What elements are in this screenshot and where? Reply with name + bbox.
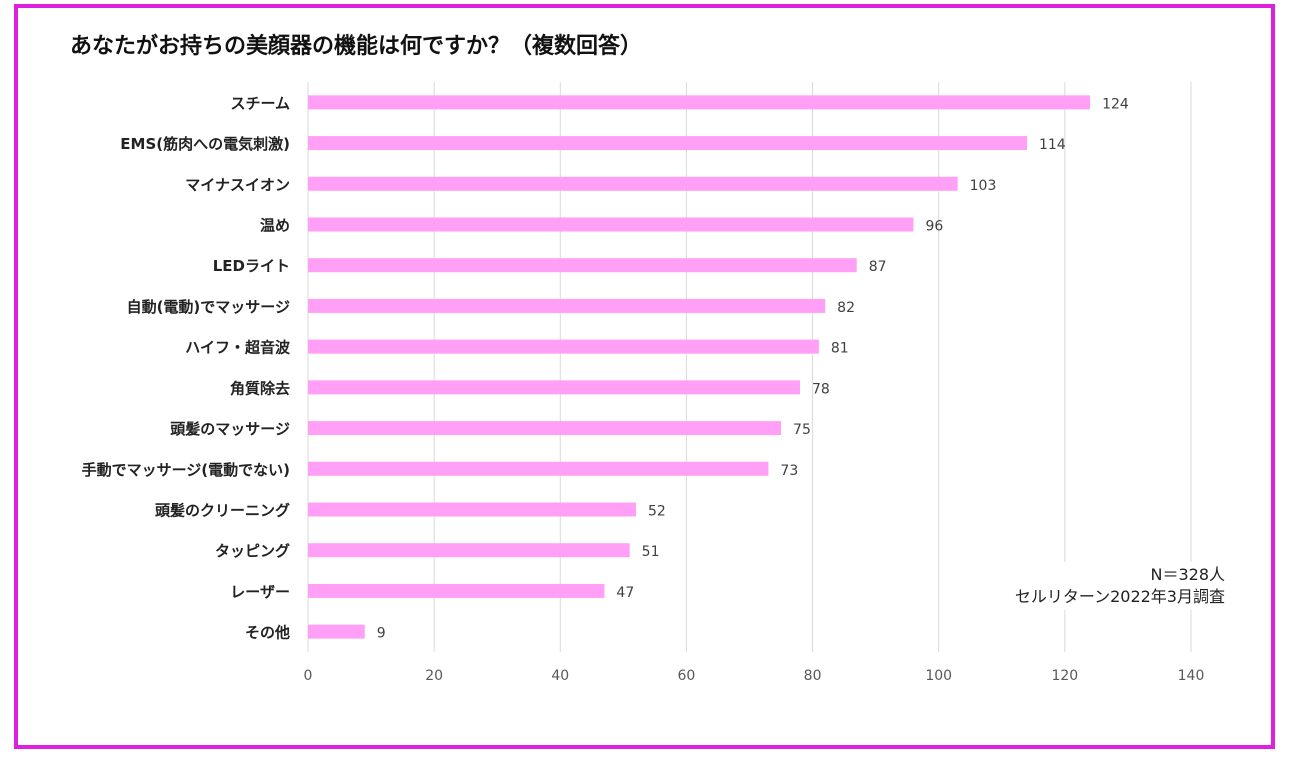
data-label: 81 [831, 341, 849, 357]
category-label: 自動(電動)でマッサージ [127, 298, 290, 316]
x-tick-label: 120 [1051, 668, 1078, 684]
data-label: 51 [642, 544, 660, 560]
bar [308, 461, 769, 476]
x-tick-label: 80 [804, 668, 822, 684]
category-label: 手動でマッサージ(電動でない) [82, 461, 290, 479]
category-label: スチーム [230, 94, 290, 112]
category-label: 頭髪のクリーニング [155, 502, 290, 520]
bar [308, 543, 630, 558]
x-tick-label: 60 [678, 668, 696, 684]
data-label: 103 [970, 178, 997, 194]
bar [308, 176, 958, 191]
x-tick-label: 0 [304, 668, 313, 684]
category-label: 頭髪のマッサージ [170, 420, 290, 438]
data-label: 75 [793, 422, 811, 438]
x-tick-label: 100 [925, 668, 952, 684]
bar [308, 624, 365, 639]
category-label: LEDライト [213, 257, 290, 275]
data-label: 124 [1102, 96, 1129, 112]
data-label: 52 [648, 504, 666, 520]
category-label: タッピング [215, 542, 290, 560]
data-label: 73 [780, 463, 798, 479]
data-label: 9 [377, 626, 386, 642]
bar [308, 217, 914, 232]
x-tick-label: 140 [1178, 668, 1205, 684]
bar [308, 339, 819, 354]
bar [308, 502, 636, 517]
data-label: 78 [812, 381, 830, 397]
chart-title: あなたがお持ちの美顔器の機能は何ですか？（複数回答） [70, 34, 643, 59]
data-label: 47 [616, 585, 634, 601]
bar [308, 583, 605, 598]
source-label: セルリターン2022年3月調査 [1014, 587, 1225, 606]
bar [308, 380, 800, 395]
category-label: EMS(筋肉への電気刺激) [120, 135, 290, 153]
x-tick-label: 40 [551, 668, 569, 684]
bar [308, 136, 1028, 151]
x-tick-label: 20 [425, 668, 443, 684]
chart-note: N＝328人 セルリターン2022年3月調査 [1010, 562, 1229, 610]
data-label: 87 [869, 259, 887, 275]
data-label: 82 [837, 300, 855, 316]
category-label: レーザー [230, 583, 290, 601]
category-label: 角質除去 [230, 379, 290, 397]
sample-size: N＝328人 [1150, 565, 1225, 584]
category-label: 温め [260, 217, 290, 235]
bar [308, 258, 857, 273]
bar [308, 421, 782, 436]
data-label: 114 [1039, 137, 1066, 153]
category-label: マイナスイオン [185, 176, 290, 194]
data-label: 96 [925, 219, 943, 235]
bar [308, 298, 826, 313]
bar [308, 95, 1091, 110]
category-label: その他 [245, 624, 290, 642]
category-label: ハイフ・超音波 [185, 339, 291, 357]
